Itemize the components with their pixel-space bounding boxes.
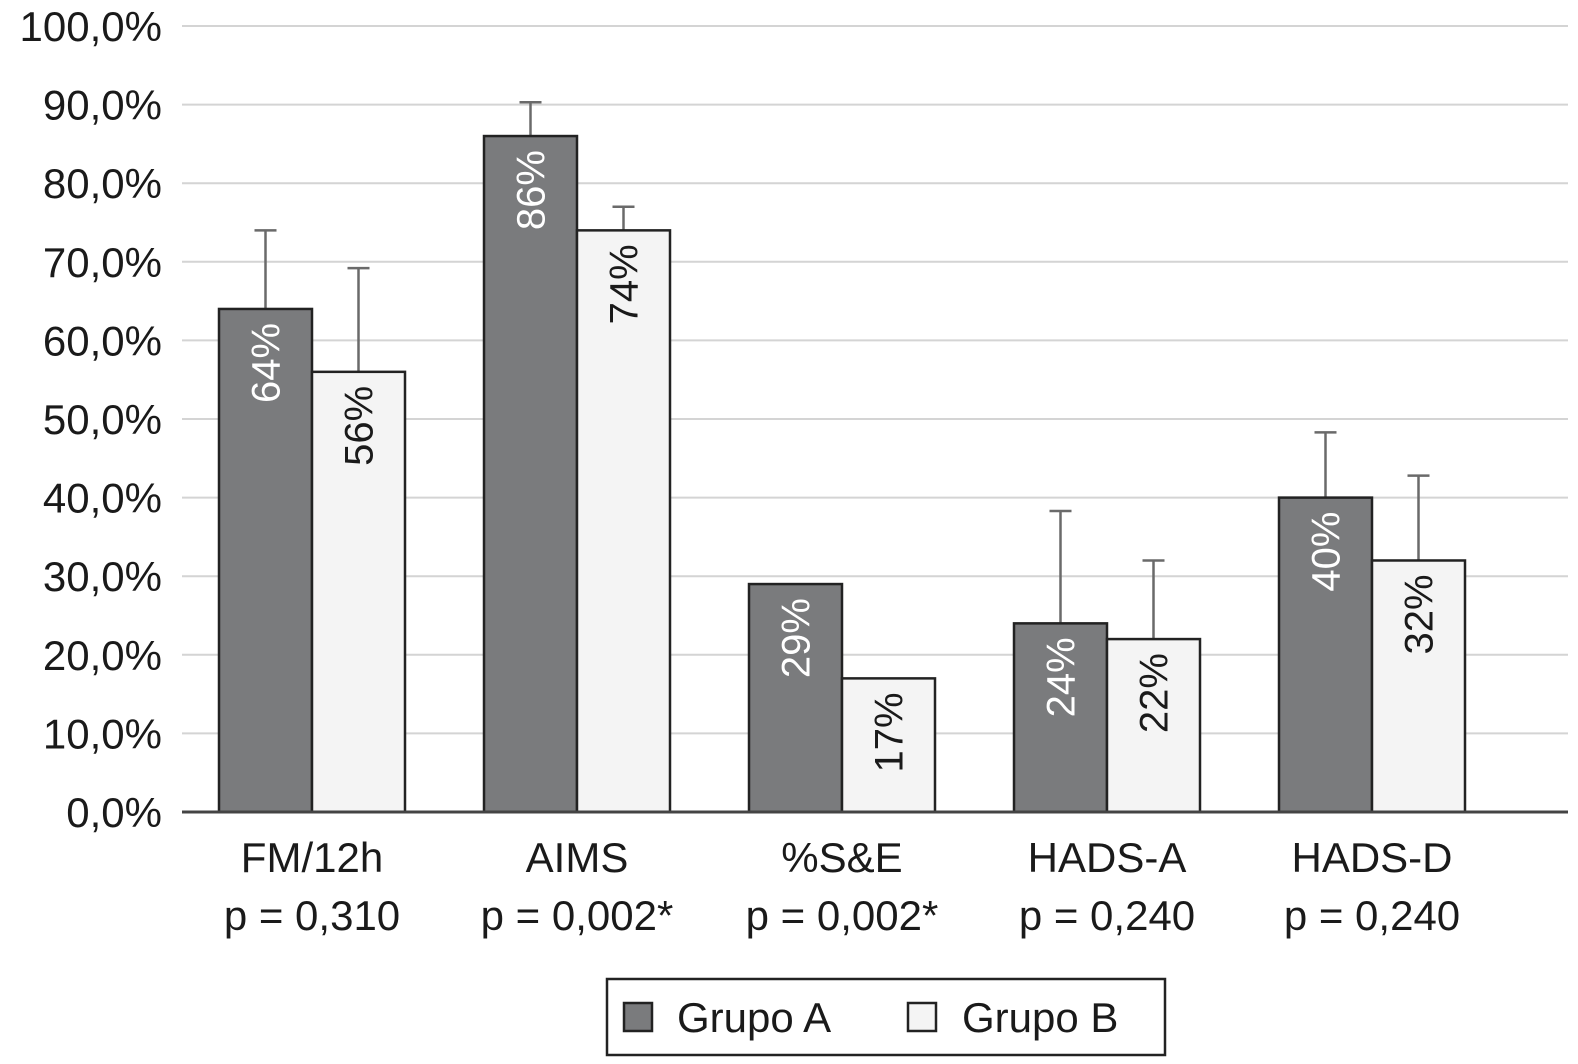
category-label: HADS-D (1291, 834, 1452, 881)
data-label: 40% (1305, 512, 1349, 592)
y-tick-label: 60,0% (43, 317, 162, 364)
data-label: 22% (1133, 653, 1177, 733)
bars (217, 134, 1467, 814)
data-label: 74% (603, 244, 647, 324)
y-axis-tick-labels: 0,0% 10,0% 20,0% 30,0% 40,0% 50,0% 60,0% 70,0% 8… (20, 3, 162, 836)
data-label: 29% (775, 598, 819, 678)
legend-label: Grupo B (962, 994, 1118, 1041)
category-label: AIMS (526, 834, 629, 881)
data-labels: 64% 56% 86% 74% 29% 17% 24% 22% 40% 32% (245, 150, 1442, 772)
bar (1277, 496, 1374, 814)
data-label: 56% (338, 386, 382, 466)
y-tick-label: 10,0% (43, 710, 162, 757)
data-label: 17% (868, 692, 912, 772)
y-tick-label: 90,0% (43, 82, 162, 129)
category-label: HADS-A (1028, 834, 1187, 881)
y-tick-label: 0,0% (66, 789, 162, 836)
category-label: FM/12h (241, 834, 383, 881)
legend-label: Grupo A (677, 994, 831, 1041)
y-tick-label: 40,0% (43, 475, 162, 522)
category-label: %S&E (781, 834, 902, 881)
legend-swatch (622, 1001, 654, 1033)
y-tick-label: 100,0% (20, 3, 162, 50)
bar (310, 370, 407, 814)
category-pvalue: p = 0,240 (1019, 892, 1195, 939)
bar (1012, 622, 1109, 814)
category-labels: FM/12h p = 0,310 AIMS p = 0,002* %S&E p = 0,0… (224, 834, 1460, 939)
legend: Grupo A Grupo B (605, 977, 1167, 1057)
error-bars (254, 100, 1430, 640)
legend-box (605, 977, 1167, 1057)
category-pvalue: p = 0,002* (481, 892, 674, 939)
y-tick-label: 50,0% (43, 396, 162, 443)
gridlines (182, 25, 1568, 735)
y-tick-label: 80,0% (43, 160, 162, 207)
data-label: 64% (245, 323, 289, 403)
bar (747, 582, 844, 814)
bar (482, 134, 579, 814)
legend-swatch (906, 1001, 938, 1033)
y-tick-label: 70,0% (43, 239, 162, 286)
data-label: 32% (1398, 574, 1442, 654)
category-pvalue: p = 0,310 (224, 892, 400, 939)
y-tick-label: 20,0% (43, 632, 162, 679)
category-pvalue: p = 0,240 (1284, 892, 1460, 939)
data-label: 86% (510, 150, 554, 230)
category-pvalue: p = 0,002* (746, 892, 939, 939)
bar (840, 677, 937, 814)
y-tick-label: 30,0% (43, 553, 162, 600)
data-label: 24% (1040, 637, 1084, 717)
